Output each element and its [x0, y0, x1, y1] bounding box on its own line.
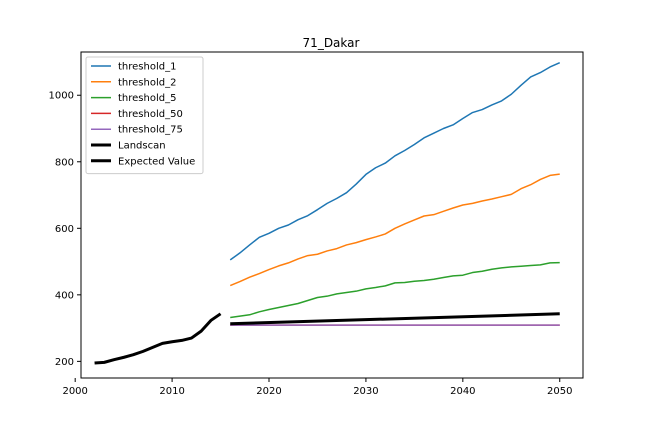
- x-tick-label: 2010: [159, 386, 184, 397]
- y-tick-label: 600: [55, 224, 74, 235]
- legend-label-threshold-50: threshold_50: [118, 109, 183, 120]
- legend-box: [85, 56, 204, 175]
- legend: threshold_1 threshold_2 threshold_5thresho…: [85, 56, 204, 175]
- series-line-expected-value: [230, 312, 560, 326]
- series-line-threshold-2: [229, 173, 560, 287]
- series-line-landscan: [94, 312, 222, 365]
- y-tick-label: 400: [55, 290, 74, 301]
- legend-label-threshold-75: threshold_75: [118, 125, 183, 136]
- y-tick-label: 800: [55, 157, 74, 168]
- plot-frame: [80, 51, 584, 379]
- x-axis: 2000 2010 2020 2030 2040 2050: [62, 378, 572, 397]
- y-axis: 200 400 600 800 1000: [49, 91, 81, 368]
- legend-label-landscan: Landscan: [118, 141, 166, 152]
- x-tick-label: 2050: [547, 386, 572, 397]
- series-line-threshold-1: [229, 61, 561, 261]
- legend-label-threshold-5: threshold_5: [118, 93, 176, 104]
- chart-title: 71_Dakar: [303, 36, 360, 50]
- legend-label-threshold-1: threshold_1: [118, 62, 176, 73]
- series-line-threshold-5: [230, 261, 560, 319]
- x-tick-label: 2040: [450, 386, 475, 397]
- x-tick-label: 2020: [256, 386, 281, 397]
- series-layer: [94, 61, 561, 365]
- y-tick-label: 200: [55, 357, 74, 368]
- legend-label-threshold-2: threshold_2: [118, 77, 176, 88]
- x-tick-label: 2030: [353, 386, 378, 397]
- legend-label-expected-value: Expected Value: [118, 156, 195, 167]
- y-tick-label: 1000: [49, 91, 74, 102]
- x-tick-label: 2000: [62, 386, 87, 397]
